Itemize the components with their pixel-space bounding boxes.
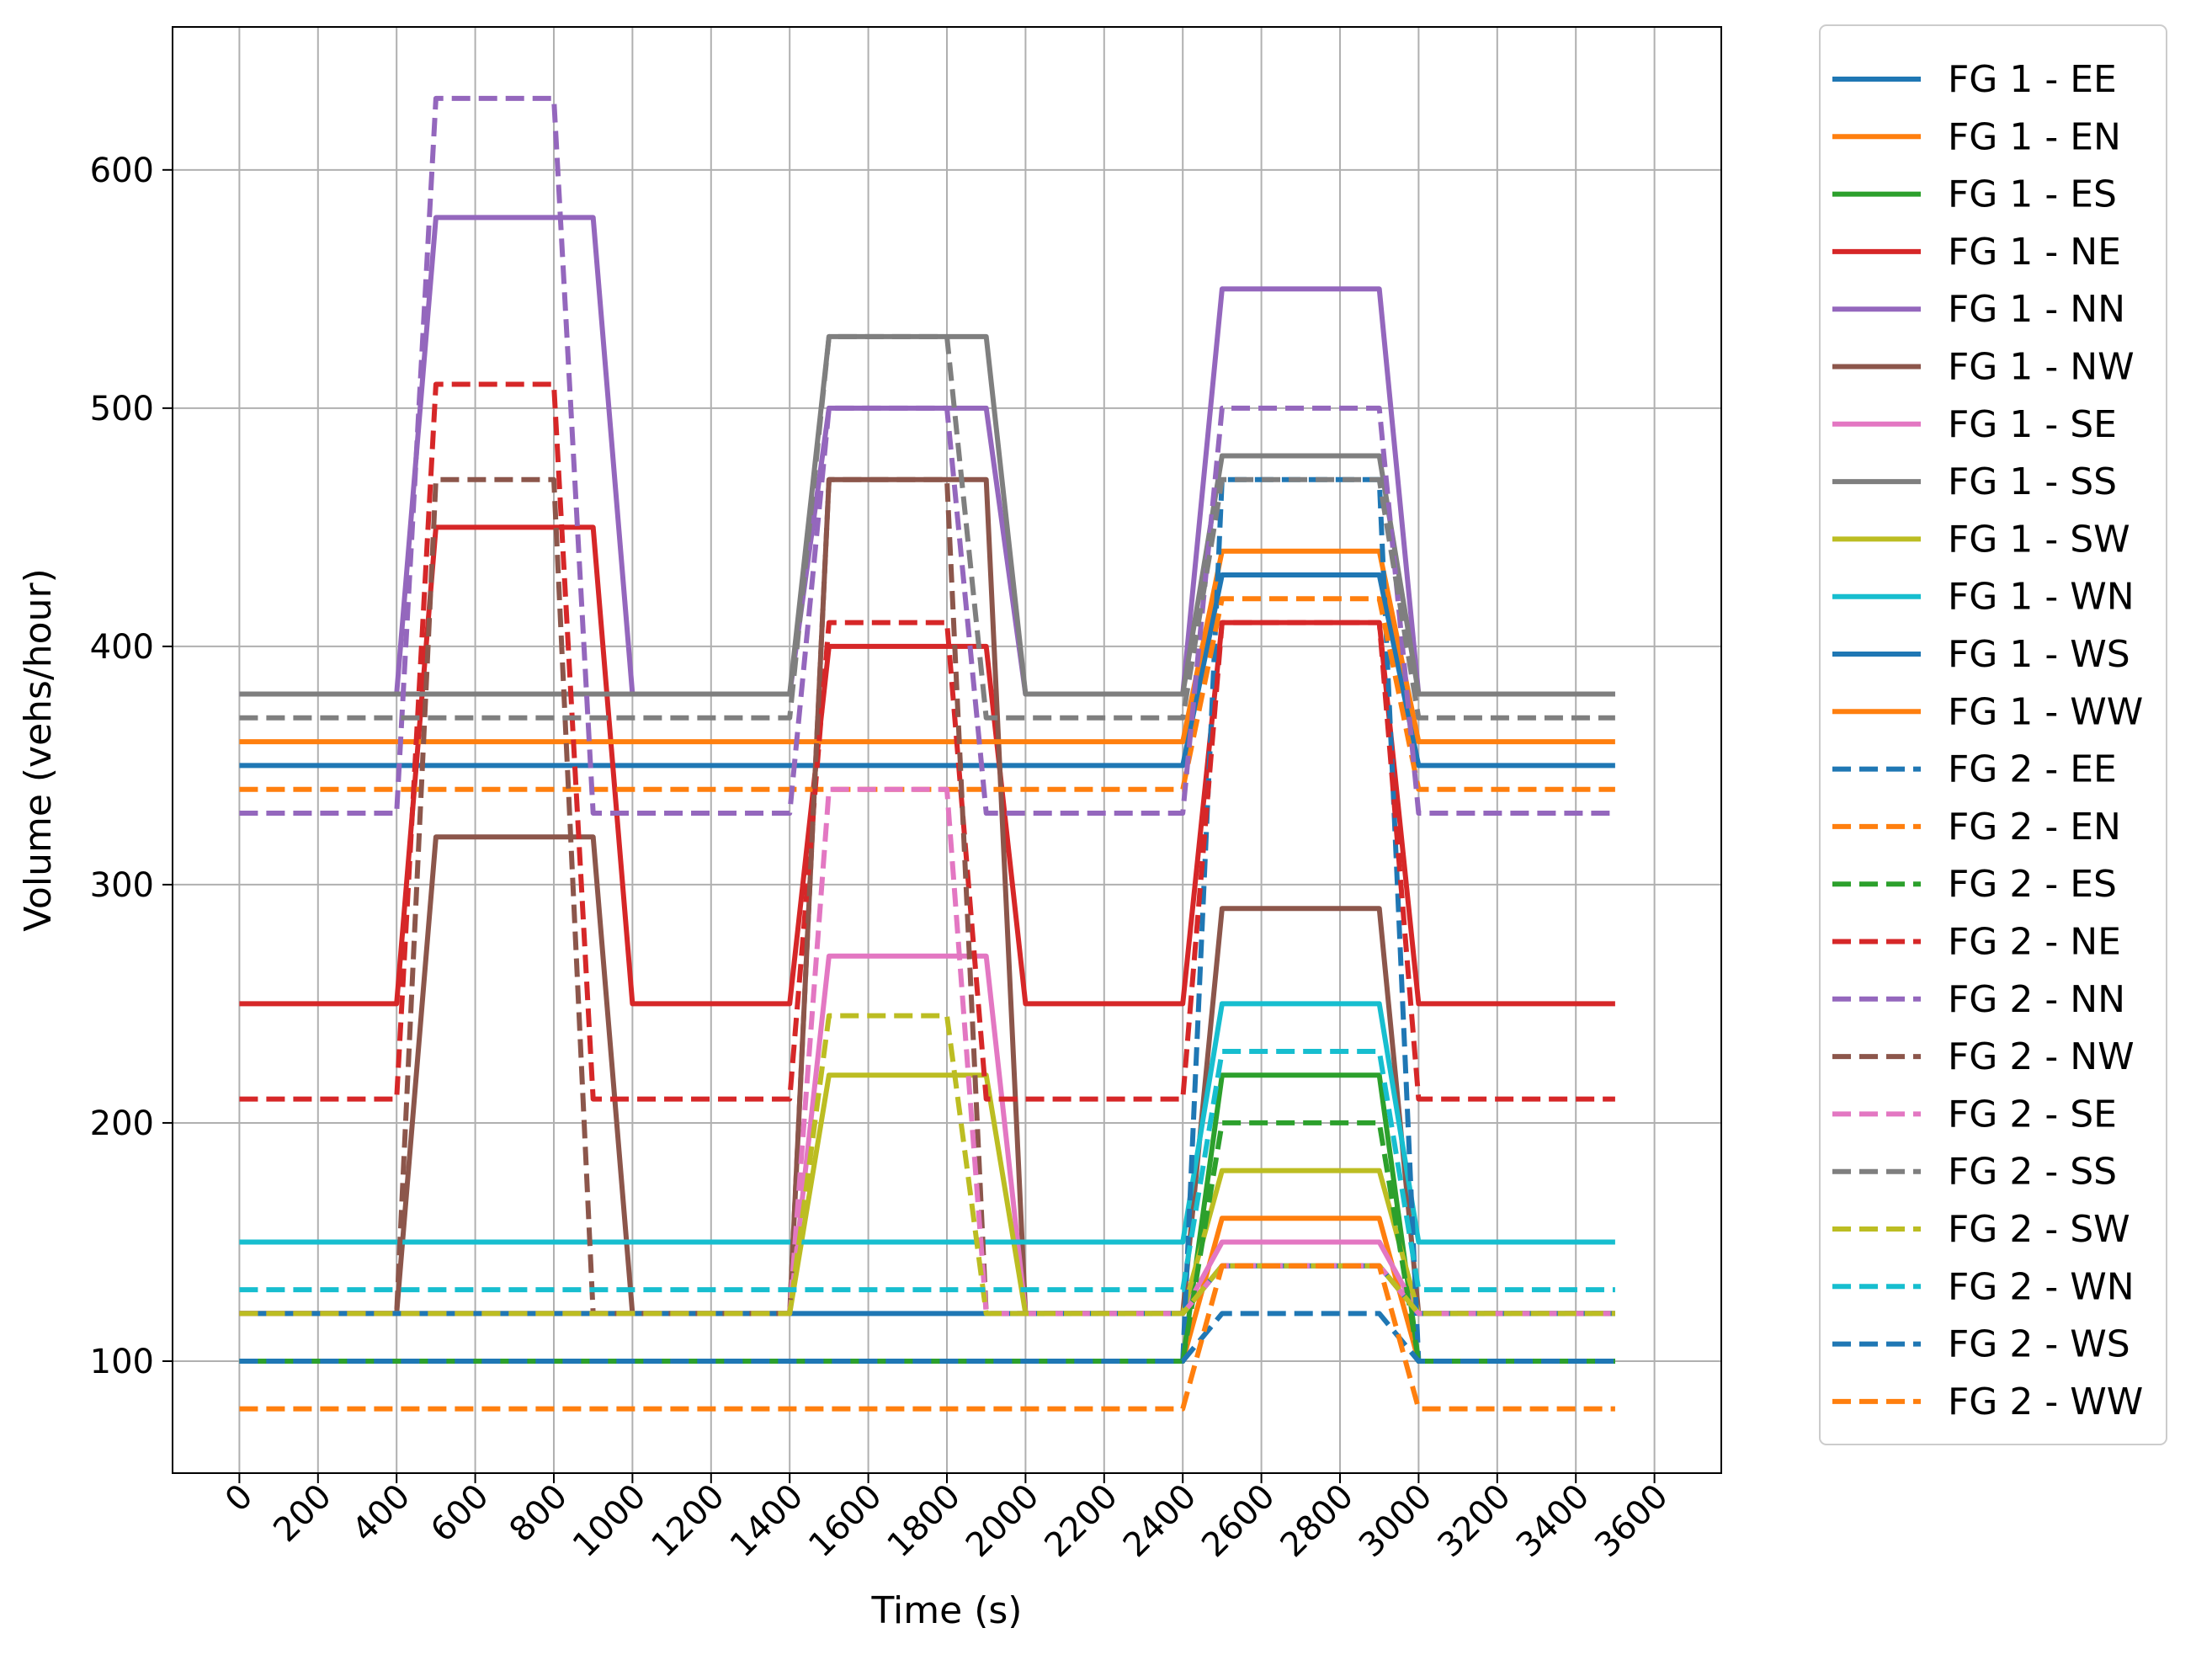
- series-lines: [239, 95, 1615, 1412]
- series-line-fg-2-ws: [239, 1311, 1615, 1364]
- legend-label: FG 2 - WN: [1948, 1265, 2135, 1308]
- y-tick-label: 500: [90, 390, 154, 428]
- legend-label: FG 2 - NN: [1948, 978, 2125, 1021]
- x-tick-label: 1000: [566, 1477, 654, 1566]
- series-line-fg-1-se: [239, 953, 1615, 1317]
- y-tick-label: 100: [90, 1343, 154, 1381]
- legend-label: FG 1 - WW: [1948, 690, 2143, 733]
- x-axis-label: Time (s): [871, 1589, 1023, 1632]
- legend-label: FG 2 - WW: [1948, 1381, 2143, 1423]
- legend-label: FG 1 - NW: [1948, 346, 2135, 389]
- series-line-fg-2-nn: [239, 95, 1615, 816]
- x-tick-label: 800: [502, 1477, 576, 1551]
- legend-label: FG 2 - SS: [1948, 1151, 2117, 1194]
- x-tick-label: 1400: [723, 1477, 811, 1566]
- series-line-fg-2-wn: [239, 1049, 1615, 1293]
- legend-label: FG 2 - EE: [1948, 748, 2117, 791]
- legend-label: FG 2 - NW: [1948, 1035, 2135, 1078]
- x-tick-label: 3600: [1587, 1477, 1676, 1566]
- y-axis-label: Volume (vehs/hour): [17, 568, 60, 932]
- x-tick-label: 2200: [1037, 1477, 1125, 1566]
- series-line-fg-1-ss: [239, 333, 1615, 697]
- x-tick-label: 400: [345, 1477, 418, 1551]
- y-tick-label: 300: [90, 866, 154, 905]
- legend-label: FG 2 - SE: [1948, 1093, 2117, 1136]
- series-line-fg-1-ee: [239, 572, 1615, 769]
- legend-label: FG 1 - EE: [1948, 58, 2117, 101]
- x-tick-label: 1200: [644, 1477, 732, 1566]
- legend-label: FG 2 - EN: [1948, 806, 2121, 849]
- legend-label: FG 2 - WS: [1948, 1323, 2130, 1366]
- x-tick-label: 200: [266, 1477, 339, 1551]
- x-tick-label: 2800: [1273, 1477, 1362, 1566]
- legend: FG 1 - EE FG 1 - EN FG 1 - ES FG 1 - NE FG 1…: [1819, 24, 2167, 1445]
- x-tick-label: 3400: [1509, 1477, 1598, 1566]
- x-axis-ticks: 0 200 400 600 800100012001400160018002000220…: [218, 1473, 1676, 1565]
- legend-label: FG 1 - WS: [1948, 633, 2130, 676]
- series-line-fg-2-ww: [239, 1263, 1615, 1412]
- legend-label: FG 1 - NN: [1948, 288, 2125, 331]
- series-line-fg-2-ne: [239, 381, 1615, 1102]
- legend-label: FG 2 - ES: [1948, 863, 2117, 906]
- legend-label: FG 1 - SE: [1948, 403, 2117, 446]
- x-tick-label: 2400: [1116, 1477, 1204, 1566]
- legend-frame: [1819, 24, 2167, 1445]
- x-tick-label: 3000: [1352, 1477, 1440, 1566]
- legend-label: FG 1 - WN: [1948, 576, 2135, 619]
- legend-label: FG 2 - NE: [1948, 921, 2121, 964]
- x-tick-label: 2000: [959, 1477, 1047, 1566]
- series-line-fg-1-nn: [239, 215, 1615, 697]
- legend-label: FG 1 - SS: [1948, 460, 2117, 503]
- legend-label: FG 1 - NE: [1948, 231, 2121, 274]
- x-tick-label: 1600: [801, 1477, 890, 1566]
- legend-label: FG 1 - SW: [1948, 518, 2130, 561]
- legend-label: FG 2 - SW: [1948, 1208, 2130, 1251]
- x-tick-label: 3200: [1430, 1477, 1518, 1566]
- y-tick-label: 600: [90, 152, 154, 190]
- y-axis-ticks: 100 200 300 400 500 600: [90, 152, 173, 1381]
- series-line-fg-2-ss: [239, 333, 1615, 721]
- x-tick-label: 0: [218, 1477, 261, 1520]
- series-line-fg-1-wn: [239, 1001, 1615, 1245]
- x-tick-label: 1800: [880, 1477, 969, 1566]
- x-tick-label: 2600: [1194, 1477, 1283, 1566]
- y-tick-label: 400: [90, 628, 154, 667]
- legend-label: FG 1 - ES: [1948, 173, 2117, 216]
- y-tick-label: 200: [90, 1104, 154, 1143]
- series-line-fg-1-ww: [239, 548, 1615, 745]
- x-tick-label: 600: [423, 1477, 497, 1551]
- legend-label: FG 1 - EN: [1948, 115, 2121, 158]
- grid-lines: [173, 27, 1721, 1473]
